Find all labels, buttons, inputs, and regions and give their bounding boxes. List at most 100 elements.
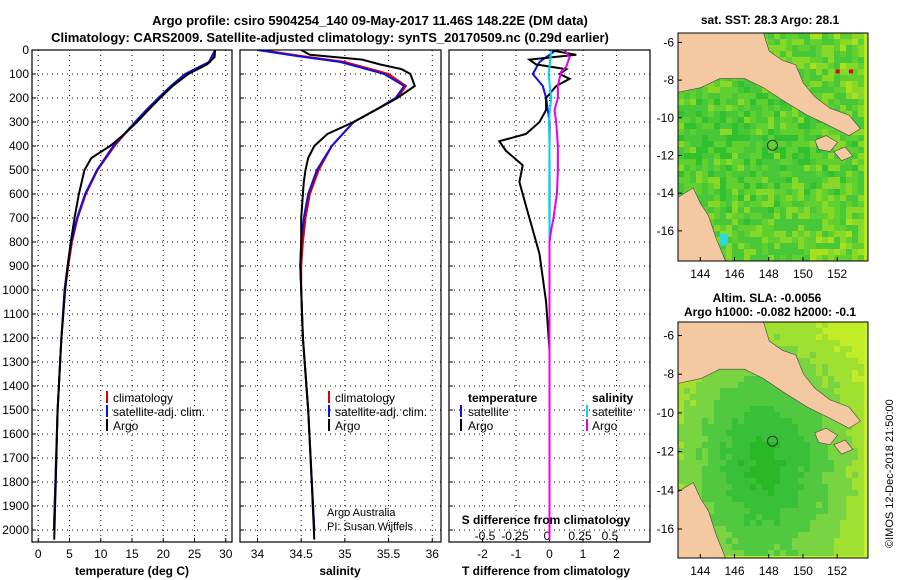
field-cell xyxy=(858,448,864,454)
field-cell xyxy=(816,472,822,478)
field-cell xyxy=(822,219,828,225)
field-cell xyxy=(786,123,792,129)
field-cell xyxy=(792,45,798,51)
field-cell xyxy=(756,448,762,454)
field-cell xyxy=(768,490,774,496)
field-cell xyxy=(792,135,798,141)
field-cell xyxy=(768,520,774,526)
field-cell xyxy=(840,340,846,346)
field-cell xyxy=(744,159,750,165)
field-cell xyxy=(858,255,864,261)
field-cell xyxy=(804,508,810,514)
field-cell xyxy=(708,508,714,514)
field-cell xyxy=(732,382,738,388)
title-line-2: Climatology: CARS2009. Satellite-adjuste… xyxy=(51,30,609,45)
field-cell xyxy=(780,412,786,418)
field-cell xyxy=(768,412,774,418)
field-cell xyxy=(726,135,732,141)
field-cell xyxy=(792,424,798,430)
salinity-xlabel: salinity xyxy=(319,564,361,578)
field-cell xyxy=(798,219,804,225)
field-cell xyxy=(834,478,840,484)
field-cell xyxy=(858,33,864,39)
field-cell xyxy=(852,388,858,394)
field-cell xyxy=(792,237,798,243)
y-tick-label: 1100 xyxy=(3,307,29,321)
field-cell xyxy=(720,436,726,442)
field-cell xyxy=(798,183,804,189)
field-cell xyxy=(852,424,858,430)
field-cell xyxy=(810,207,816,213)
field-cell xyxy=(768,225,774,231)
field-cell xyxy=(840,75,846,81)
field-cell xyxy=(678,111,684,117)
field-cell xyxy=(828,189,834,195)
field-cell xyxy=(714,460,720,466)
x-tick-label: -1 xyxy=(511,547,522,561)
field-cell xyxy=(858,75,864,81)
series-line-argo xyxy=(299,50,417,540)
field-cell xyxy=(828,129,834,135)
field-cell xyxy=(852,69,858,75)
field-cell xyxy=(684,388,690,394)
field-cell xyxy=(780,111,786,117)
field-cell xyxy=(840,213,846,219)
field-cell xyxy=(792,472,798,478)
field-cell xyxy=(696,436,702,442)
field-cell xyxy=(738,412,744,418)
field-cell xyxy=(756,123,762,129)
field-cell xyxy=(834,382,840,388)
field-cell xyxy=(756,550,762,556)
field-cell xyxy=(732,195,738,201)
field-cell xyxy=(834,207,840,213)
field-cell xyxy=(738,129,744,135)
field-cell xyxy=(720,99,726,105)
field-cell xyxy=(738,424,744,430)
field-cell xyxy=(846,538,852,544)
field-cell xyxy=(750,532,756,538)
field-cell xyxy=(726,424,732,430)
field-cell xyxy=(762,243,768,249)
field-cell xyxy=(750,466,756,472)
field-cell xyxy=(828,352,834,358)
field-cell xyxy=(720,171,726,177)
field-cell xyxy=(738,201,744,207)
salinity-difference-label: S difference from climatology xyxy=(462,513,631,527)
field-cell xyxy=(774,159,780,165)
field-cell xyxy=(816,63,822,69)
field-cell xyxy=(780,334,786,340)
field-cell xyxy=(756,117,762,123)
field-cell xyxy=(816,532,822,538)
sla-map-lat-axis: -6-8-10-12-14-16 xyxy=(657,329,682,536)
lat-tick-label: -10 xyxy=(657,406,675,420)
field-cell xyxy=(858,159,864,165)
field-cell xyxy=(708,394,714,400)
field-cell xyxy=(804,123,810,129)
field-cell xyxy=(726,129,732,135)
field-cell xyxy=(720,141,726,147)
field-cell xyxy=(858,45,864,51)
field-cell xyxy=(708,177,714,183)
field-cell xyxy=(756,412,762,418)
field-cell xyxy=(756,105,762,111)
field-cell xyxy=(810,376,816,382)
field-cell xyxy=(762,201,768,207)
field-cell xyxy=(858,183,864,189)
field-cell xyxy=(846,135,852,141)
field-cell xyxy=(822,382,828,388)
field-cell xyxy=(756,418,762,424)
field-cell xyxy=(762,538,768,544)
field-cell xyxy=(852,105,858,111)
field-cell xyxy=(810,358,816,364)
field-cell xyxy=(732,243,738,249)
sla-map-lon-axis: 144 146 148 150 152 xyxy=(690,554,848,578)
field-cell xyxy=(852,454,858,460)
field-cell xyxy=(792,159,798,165)
field-cell xyxy=(780,532,786,538)
field-cell xyxy=(780,520,786,526)
field-cell xyxy=(852,249,858,255)
field-cell xyxy=(690,454,696,460)
field-cell xyxy=(708,213,714,219)
field-cell xyxy=(822,249,828,255)
field-cell xyxy=(834,340,840,346)
